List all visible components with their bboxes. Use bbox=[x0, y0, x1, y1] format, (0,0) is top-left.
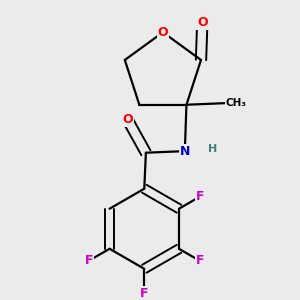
Text: F: F bbox=[140, 286, 148, 299]
Text: O: O bbox=[197, 16, 208, 29]
Text: N: N bbox=[180, 145, 190, 158]
Text: O: O bbox=[122, 113, 133, 126]
Text: F: F bbox=[196, 190, 204, 203]
Text: O: O bbox=[158, 26, 168, 39]
Text: CH₃: CH₃ bbox=[225, 98, 246, 108]
Text: F: F bbox=[196, 254, 204, 267]
Text: F: F bbox=[84, 254, 93, 267]
Text: H: H bbox=[208, 145, 217, 154]
